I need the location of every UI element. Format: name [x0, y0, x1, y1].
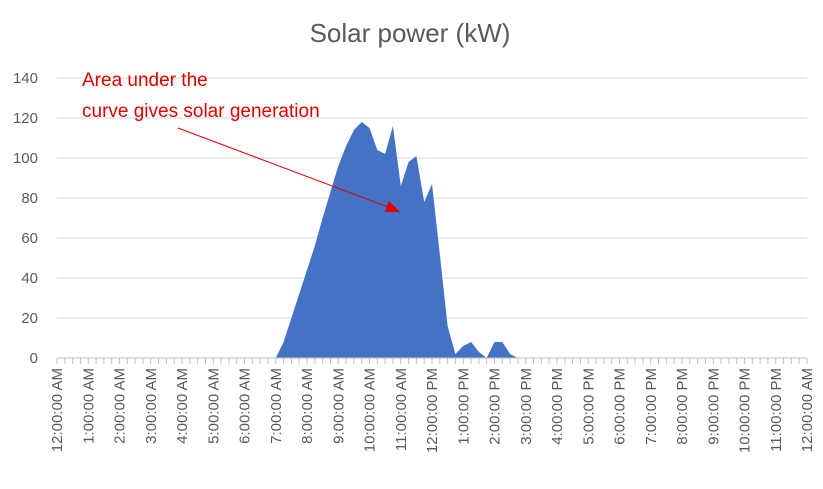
- x-tick-label: 10:00:00 PM: [737, 368, 754, 453]
- x-tick-label: 10:00:00 AM: [362, 368, 379, 452]
- x-tick-label: 9:00:00 AM: [330, 368, 347, 444]
- annotation: Area under the curve gives solar generat…: [82, 70, 400, 212]
- x-tick-label: 11:00:00 PM: [768, 368, 785, 452]
- x-tick-label: 8:00:00 AM: [299, 368, 316, 444]
- chart-title: Solar power (kW): [310, 18, 511, 48]
- x-tick-label: 12:00:00 AM: [799, 368, 816, 452]
- x-tick-label: 1:00:00 PM: [455, 368, 472, 445]
- x-tick-label: 3:00:00 AM: [143, 368, 160, 444]
- x-tick-label: 7:00:00 AM: [268, 368, 285, 444]
- y-tick-label: 140: [13, 70, 38, 87]
- annotation-arrow: [177, 127, 389, 208]
- x-tick-label: 5:00:00 PM: [580, 368, 597, 445]
- x-tick-label: 6:00:00 PM: [612, 368, 629, 445]
- x-tick-label: 4:00:00 PM: [549, 368, 566, 445]
- x-tick-label: 2:00:00 AM: [112, 368, 129, 444]
- annotation-arrowhead: [385, 201, 400, 212]
- y-tick-label: 80: [21, 190, 38, 207]
- x-tick-label: 11:00:00 AM: [393, 368, 410, 451]
- x-tick-label: 2:00:00 PM: [487, 368, 504, 445]
- annotation-line-2: curve gives solar generation: [82, 101, 320, 122]
- x-tick-label: 8:00:00 PM: [674, 368, 691, 445]
- x-tick-label: 12:00:00 PM: [424, 368, 441, 453]
- x-tick-label: 12:00:00 AM: [49, 368, 66, 452]
- x-tick-label: 9:00:00 PM: [705, 368, 722, 445]
- x-axis: [56, 357, 808, 364]
- y-tick-label: 40: [21, 270, 38, 287]
- x-tick-label: 5:00:00 AM: [205, 368, 222, 444]
- y-tick-label: 60: [21, 230, 38, 247]
- annotation-line-1: Area under the: [82, 70, 208, 91]
- y-tick-label: 100: [13, 150, 38, 167]
- area-series: [57, 122, 807, 358]
- x-tick-label: 3:00:00 PM: [518, 368, 535, 445]
- y-tick-label: 120: [13, 110, 38, 127]
- y-tick-label: 20: [21, 310, 38, 327]
- x-tick-label: 6:00:00 AM: [237, 368, 254, 444]
- area-fill: [57, 122, 807, 358]
- y-axis: 0 20 40 60 80 100 120 140: [13, 70, 38, 367]
- x-tick-label: 4:00:00 AM: [174, 368, 191, 444]
- x-tick-label: 1:00:00 AM: [80, 368, 97, 444]
- x-tick-label: 7:00:00 PM: [643, 368, 660, 445]
- y-tick-label: 0: [30, 350, 38, 367]
- x-tick-labels: 12:00:00 AM 1:00:00 AM 2:00:00 AM 3:00:00 A…: [49, 368, 816, 453]
